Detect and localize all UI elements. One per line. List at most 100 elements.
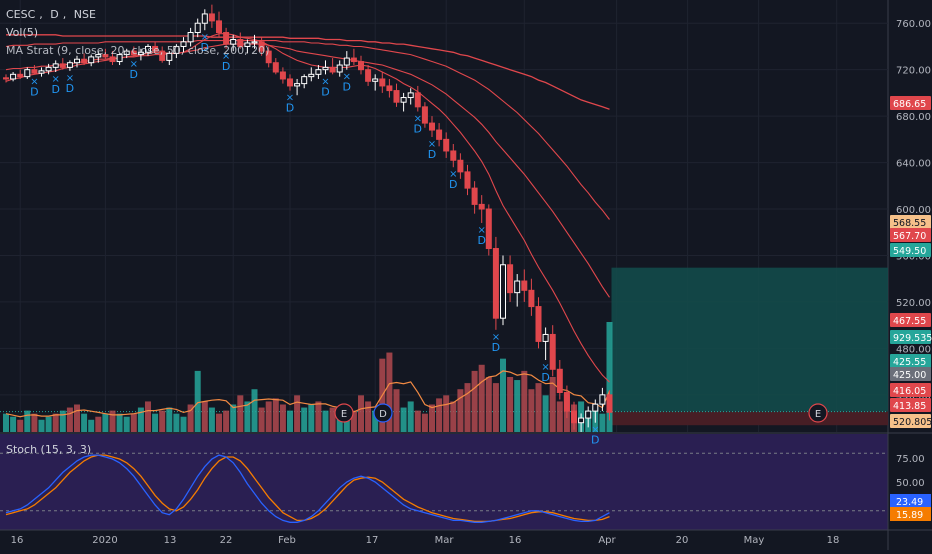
candle-body [265,50,272,64]
ma-strategy-legend[interactable]: MA Strat (9, close, 20, close, 50, close… [6,44,273,57]
volume-bar [315,401,322,432]
volume-bar [45,416,52,432]
volume-bar [421,413,428,432]
stoch-axis-tick: 75.00 [896,454,925,465]
candle-body [443,138,450,152]
price-tag: 929.535K [890,330,932,344]
volume-bar [372,410,379,432]
candle-body [535,306,542,342]
candle-body [471,187,478,205]
volume-bar [336,413,343,432]
volume-bar [436,398,443,432]
volume-bar [556,401,563,432]
signal-label: D [286,102,294,115]
candle-body [464,171,471,189]
signal-cross-icon: × [478,225,486,236]
price-axis-tick: 680.00 [896,112,931,123]
stoch-axis-tick: 50.00 [896,478,925,489]
candle-body [492,248,499,319]
volume-bar [478,364,485,432]
stoch-legend[interactable]: Stoch (15, 3, 3) [6,443,95,456]
candle-body [137,51,144,56]
volume-bar [137,407,144,432]
price-tag-background [890,243,931,257]
symbol-legend[interactable]: CESC, D, NSE [6,8,96,21]
volume-bar [457,389,464,432]
candle-body [208,13,215,22]
candle-body [123,50,130,56]
candle-body [386,85,393,92]
price-tag-background [890,414,931,428]
volume-bar [194,370,201,432]
candle-body [542,333,549,342]
volume-legend[interactable]: Vol(5) [6,26,42,39]
volume-bar [471,370,478,432]
candle-body [585,410,592,419]
volume-bar [500,358,506,432]
symbol-name: CESC [6,8,36,21]
time-axis-tick: 17 [366,535,379,546]
volume-bar [109,410,116,432]
price-tag: 568.55 [890,215,931,229]
volume-bar [17,419,24,432]
volume-bar [429,404,435,432]
candle-body [563,392,570,412]
candle-body [130,50,137,56]
price-tag: 520.805K [890,414,932,428]
price-tag-label: 686.65 [893,99,926,110]
volume-bar [599,413,606,432]
volume-ma-line [5,370,611,418]
candle-body [301,76,308,85]
price-tag-background [890,96,931,110]
time-axis-tick: 16 [11,535,24,546]
price-axis-tick: 720.00 [896,66,931,77]
time-axis-tick: Mar [435,535,455,546]
time-axis-tick: 2020 [92,535,117,546]
time-axis-tick: 18 [827,535,840,546]
signal-cross-icon: × [492,332,500,343]
volume-bar [187,404,194,432]
candle-body [95,54,102,58]
volume-bar [251,389,258,432]
volume-bar [365,401,372,432]
candle-body [450,150,457,161]
candle-body [528,289,535,308]
ma200-line [6,34,610,110]
volume-bar [308,404,315,432]
candle-body [379,78,386,87]
volume-bar [393,389,400,432]
price-tag-label: 416.05 [893,386,926,397]
volume-bar [606,322,613,432]
price-tag: 549.50 [890,243,931,257]
price-tag-background [890,367,931,381]
candle-body [606,394,613,413]
candle-body [393,90,400,103]
candle-body [457,159,464,173]
signal-label: D [414,122,422,135]
candle-body [152,45,159,52]
time-axis-tick: 13 [164,535,177,546]
ma9-line [5,33,610,383]
signal-cross-icon: × [343,72,351,83]
candle-body [350,57,357,63]
price-axis-tick: 600.00 [896,205,931,216]
price-tag: 467.55 [890,313,931,327]
candle-body [24,69,31,78]
signal-label: D [30,85,38,98]
candle-body [194,22,201,34]
candle-body [599,394,606,405]
signal-label: D [428,148,436,161]
candle-body [230,38,237,45]
candle-body [251,41,258,44]
candle-body [336,64,343,73]
candle-body [549,333,556,370]
candle-body [592,403,599,412]
candle-body [343,57,350,66]
candle-body [59,63,66,68]
candle-body [145,45,151,53]
price-tag-background [890,354,931,368]
volume-bar [38,419,45,432]
candle-body [159,50,166,61]
